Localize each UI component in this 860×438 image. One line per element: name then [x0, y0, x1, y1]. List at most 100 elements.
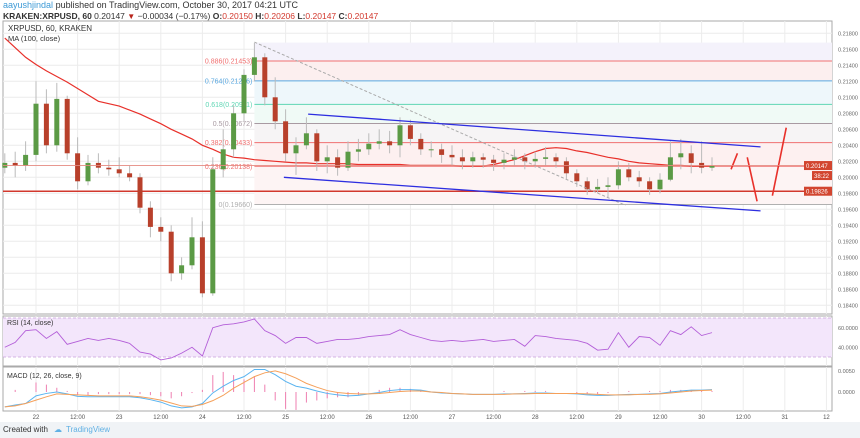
price-tick-label: 0.19400 — [838, 223, 858, 229]
candle-body — [678, 153, 684, 158]
price-tick-label: 0.21600 — [838, 47, 858, 53]
fib-level-label: 0.382(0.20433) — [205, 140, 252, 147]
candle-body — [543, 157, 549, 159]
candle-body — [324, 157, 330, 162]
published-text: published on TradingView.com, October 30… — [55, 0, 299, 10]
candle-body — [23, 154, 29, 166]
candle-body — [470, 157, 476, 162]
candle-body — [584, 181, 590, 190]
tradingview-link[interactable]: TradingView — [66, 425, 111, 434]
candle-body — [137, 177, 143, 208]
price-chart[interactable]: 0.886(0.21453) 0.764(0.21206) 0.618(0.2091… — [0, 0, 860, 422]
time-tick-label: 22 — [33, 415, 40, 421]
candle-body — [168, 231, 174, 274]
candle-body — [501, 159, 507, 163]
support-price-label: 0.19826 — [806, 190, 828, 196]
rsi-line — [4, 318, 713, 361]
price-tick-label: 0.21000 — [838, 95, 858, 101]
candle-body — [335, 157, 341, 168]
candle-body — [251, 57, 257, 75]
candle-body — [428, 149, 434, 151]
candle-body — [407, 125, 413, 139]
candle-body — [33, 103, 39, 155]
candle-body — [85, 162, 91, 182]
candle-body — [418, 138, 424, 150]
candle-body — [283, 121, 289, 154]
fib-level-label: 0.764(0.21206) — [205, 78, 252, 85]
candle-body — [127, 173, 133, 178]
fib-level-label: 0.236(0.20138) — [205, 164, 252, 171]
time-tick-label: 12 — [823, 415, 830, 421]
price-tick-label: 0.18600 — [838, 287, 858, 293]
last-price: 0.20147 — [94, 11, 125, 21]
price-tick-label: 0.19800 — [838, 191, 858, 197]
time-tick-label: 31 — [781, 415, 788, 421]
macd-pane — [2, 366, 833, 412]
ma-legend[interactable]: MA (100, close) — [8, 34, 61, 43]
price-tick-label: 0.21200 — [838, 79, 858, 85]
time-tick-label: 23 — [116, 415, 123, 421]
open-label: O: — [212, 11, 223, 21]
price-tick-label: 0.20000 — [838, 175, 858, 181]
candle-body — [387, 141, 393, 146]
macd-tick-label: 0.0050 — [838, 369, 855, 375]
candle-body — [449, 154, 455, 158]
time-tick-label: 12:00 — [736, 415, 752, 421]
rsi-legend[interactable]: RSI (14, close) — [7, 320, 53, 327]
candle-body — [688, 153, 694, 163]
candle-body — [626, 169, 632, 178]
time-tick-label: 12:00 — [486, 415, 502, 421]
candle-body — [480, 157, 486, 160]
rsi-tick-label: 60.0000 — [838, 326, 858, 332]
macd-line — [4, 368, 713, 409]
fib-level-label: 0.618(0.20911) — [205, 102, 252, 109]
candle-body — [553, 157, 559, 162]
candle-body — [532, 158, 538, 162]
candle-body — [231, 113, 237, 150]
created-with-text: Created with — [3, 425, 48, 434]
open-value: 0.20150 — [222, 11, 253, 21]
price-tick-label: 0.21800 — [838, 31, 858, 37]
candle-body — [158, 226, 164, 232]
time-tick-label: 24 — [199, 415, 206, 421]
price-tick-label: 0.21400 — [838, 63, 858, 69]
tradingview-logo-icon[interactable]: ☁ — [54, 425, 62, 434]
high-label: H: — [255, 11, 265, 21]
time-tick-label: 12:00 — [403, 415, 419, 421]
time-tick-label: 12:00 — [320, 415, 336, 421]
macd-legend[interactable]: MACD (12, 26, close, 9) — [7, 373, 82, 380]
forecast-arrow-line — [771, 127, 788, 196]
price-tick-label: 0.20200 — [838, 159, 858, 165]
candle-body — [241, 74, 247, 114]
macd-signal-line — [4, 370, 713, 408]
channel-line — [308, 113, 761, 148]
price-change: −0.00034 (−0.17%) — [137, 11, 211, 21]
candle-body — [459, 157, 465, 162]
candle-body — [345, 151, 351, 168]
candle-body — [605, 185, 611, 187]
time-tick-label: 30 — [698, 415, 705, 421]
down-arrow-icon: ▼ — [127, 12, 136, 21]
candle-body — [179, 265, 185, 274]
candle-body — [54, 98, 60, 146]
time-tick-label: 25 — [282, 415, 289, 421]
candle-body — [709, 165, 715, 168]
fib-zone — [254, 123, 832, 143]
candle-body — [314, 133, 320, 162]
candle-body — [511, 157, 517, 160]
candle-body — [439, 149, 445, 155]
time-tick-label: 29 — [615, 415, 622, 421]
last-price-badge — [804, 161, 832, 171]
price-tick-label: 0.20600 — [838, 127, 858, 133]
candle-body — [615, 169, 621, 186]
time-tick-label: 12:00 — [569, 415, 585, 421]
main-legend[interactable]: XRPUSD, 60, KRAKEN — [8, 24, 92, 33]
time-tick-label: 12:00 — [236, 415, 252, 421]
countdown-badge — [812, 171, 832, 181]
time-tick-label: 12:00 — [652, 415, 668, 421]
forecast-arrow-line — [730, 153, 739, 170]
author-link[interactable]: aayushjindal — [3, 0, 54, 10]
candle-body — [667, 157, 673, 180]
fib-level-label: 0.886(0.21453) — [205, 59, 252, 66]
channel-line — [283, 176, 761, 212]
